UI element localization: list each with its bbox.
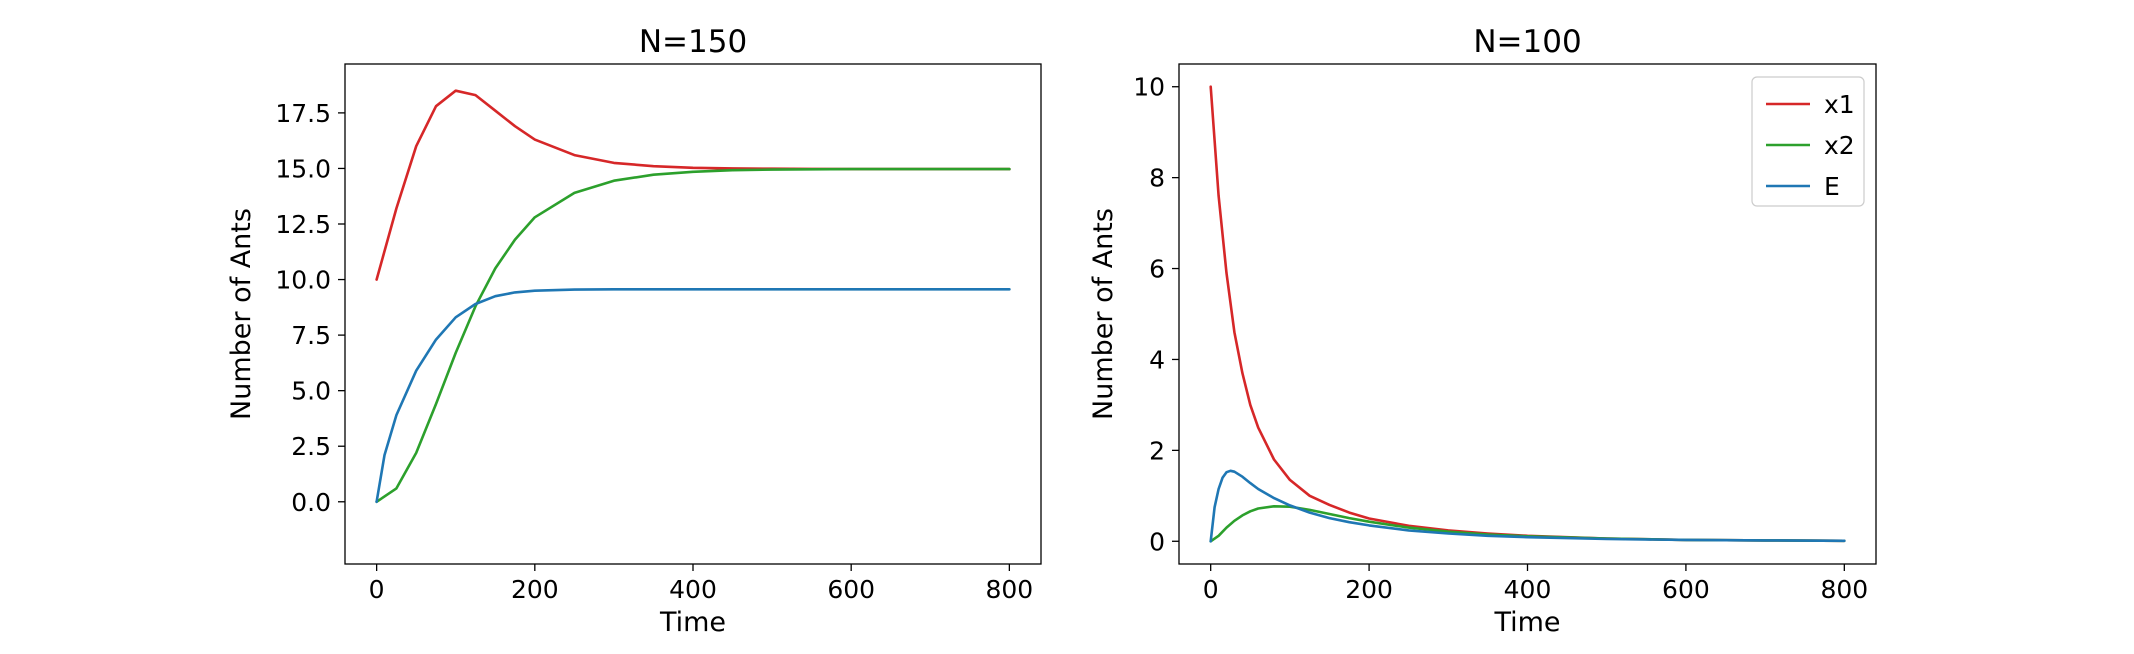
series-line-x2 [375,167,1011,504]
y-tick-label: 6 [1149,255,1165,284]
legend-label-x2: x2 [1824,131,1855,160]
y-tick-label: 2.5 [291,432,331,461]
x-tick-label: 0 [369,575,385,604]
x-tick-label: 400 [1504,575,1552,604]
y-tick-label: 10 [1133,73,1165,102]
x-tick-label: 0 [1203,575,1219,604]
x-tick-label: 800 [1820,575,1868,604]
x-tick-label: 800 [986,575,1034,604]
x-axis-label: Time [659,607,726,638]
x-tick-label: 400 [669,575,717,604]
x-tick-label: 600 [1662,575,1710,604]
y-tick-label: 2 [1149,436,1165,465]
chart-title: N=100 [1473,24,1581,60]
x-tick-label: 200 [1345,575,1393,604]
y-axis-label: Number of Ants [226,208,257,420]
legend-label-e: E [1824,172,1840,201]
y-tick-label: 4 [1149,345,1165,374]
x-tick-label: 600 [827,575,875,604]
series-line-e [375,287,1011,504]
y-tick-label: 12.5 [275,210,331,239]
axes-frame [344,63,1042,565]
y-tick-label: 0.0 [291,488,331,517]
series-line-x1 [1209,85,1846,543]
chart-panel-1: 0 200 400 600 800 0.0 2.5 5.0 7.5 10.0 12.5 15.0 17.… [226,24,1042,638]
y-tick-label: 7.5 [291,321,331,350]
y-tick-label: 8 [1149,164,1165,193]
series-line-e [1209,469,1846,543]
legend-box [1751,76,1865,207]
legend: x1 x2 E [1751,76,1865,207]
y-tick-label: 5.0 [291,377,331,406]
chart-title: N=150 [639,24,747,60]
legend-label-x1: x1 [1824,90,1855,119]
x-tick-label: 200 [511,575,559,604]
series-line-x1 [375,89,1011,281]
chart-panel-2: 0 200 400 600 800 0 2 4 6 8 10 N=100 Time Number of A… [1088,24,1877,638]
y-tick-label: 10.0 [275,266,331,295]
y-tick-label: 17.5 [275,99,331,128]
y-axis-label: Number of Ants [1088,208,1119,420]
x-axis-label: Time [1493,607,1560,638]
y-tick-label: 15.0 [275,154,331,183]
y-tick-label: 0 [1149,527,1165,556]
